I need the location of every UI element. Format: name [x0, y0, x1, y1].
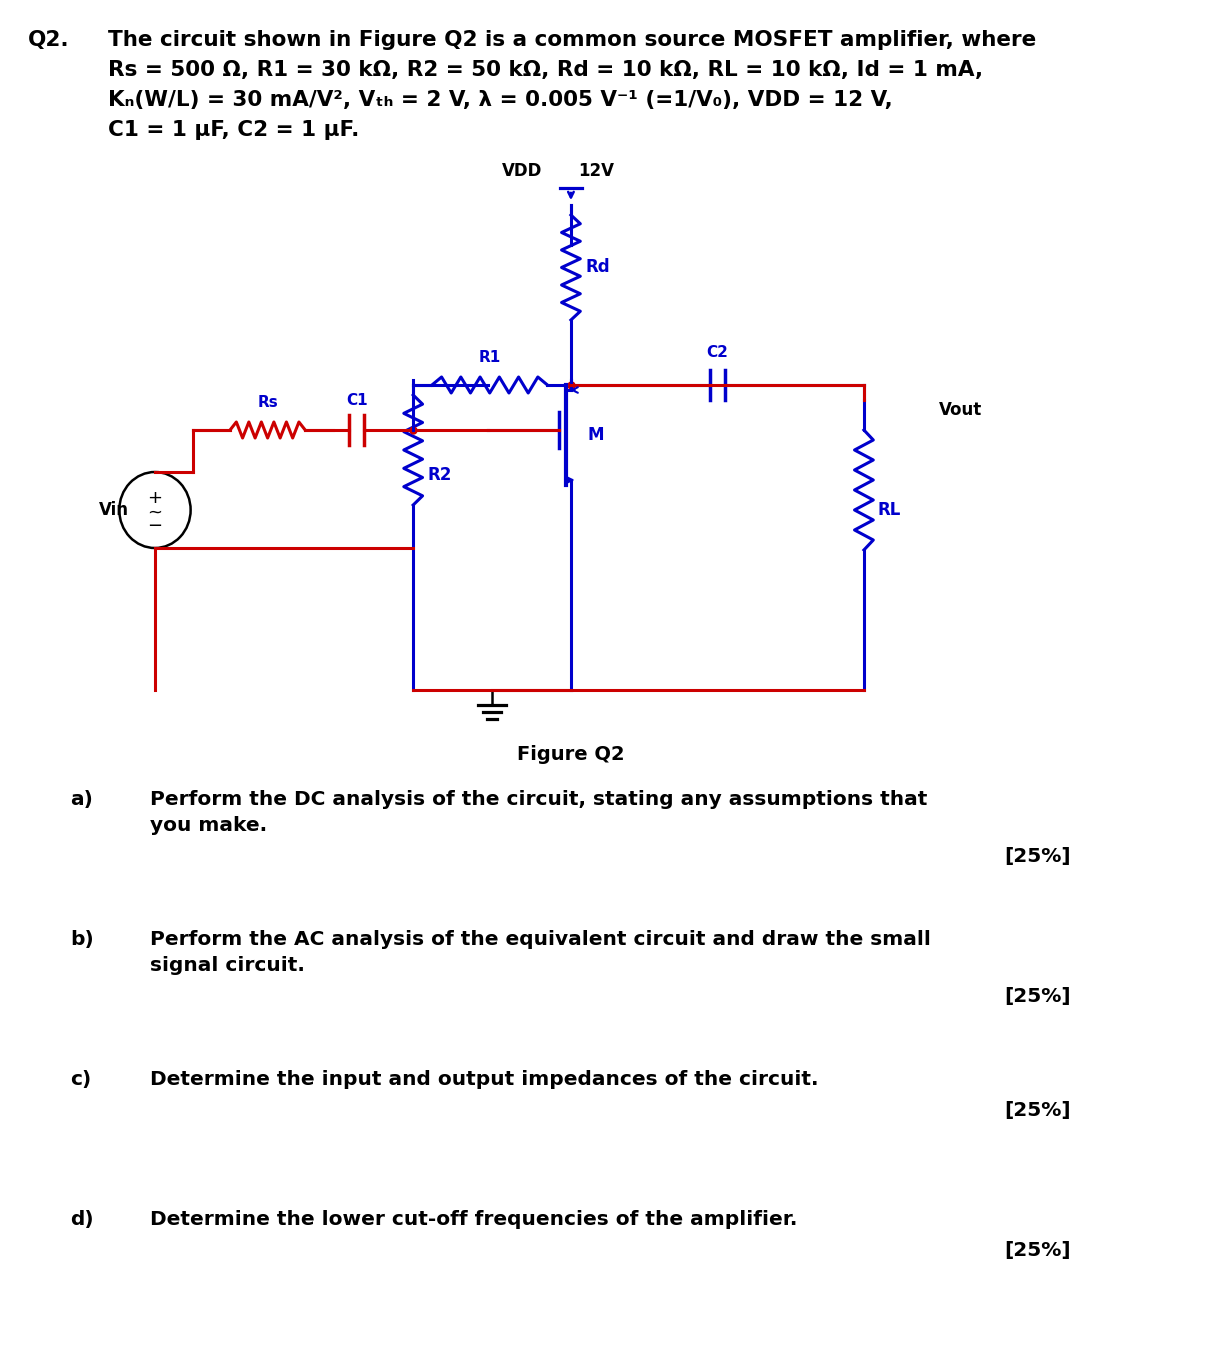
- Text: Perform the AC analysis of the equivalent circuit and draw the small: Perform the AC analysis of the equivalen…: [150, 930, 931, 949]
- Text: signal circuit.: signal circuit.: [150, 956, 305, 975]
- Text: Perform the DC analysis of the circuit, stating any assumptions that: Perform the DC analysis of the circuit, …: [150, 790, 927, 809]
- Text: b): b): [71, 930, 94, 949]
- Text: c): c): [71, 1071, 91, 1090]
- Text: The circuit shown in Figure Q2 is a common source MOSFET amplifier, where: The circuit shown in Figure Q2 is a comm…: [108, 30, 1036, 50]
- Text: Kₙ(W/L) = 30 mA/V², Vₜₕ = 2 V, λ = 0.005 V⁻¹ (=1/V₀), VDD = 12 V,: Kₙ(W/L) = 30 mA/V², Vₜₕ = 2 V, λ = 0.005…: [108, 90, 893, 110]
- Text: ~: ~: [147, 504, 162, 522]
- Text: C1 = 1 μF, C2 = 1 μF.: C1 = 1 μF, C2 = 1 μF.: [108, 120, 359, 140]
- Text: Vout: Vout: [940, 400, 982, 419]
- Text: d): d): [71, 1209, 94, 1229]
- Text: Rs = 500 Ω, R1 = 30 kΩ, R2 = 50 kΩ, Rd = 10 kΩ, RL = 10 kΩ, Id = 1 mA,: Rs = 500 Ω, R1 = 30 kΩ, R2 = 50 kΩ, Rd =…: [108, 60, 983, 80]
- Text: Figure Q2: Figure Q2: [517, 745, 624, 764]
- Text: C1: C1: [346, 394, 368, 409]
- Text: +: +: [147, 489, 162, 507]
- Text: R1: R1: [478, 350, 501, 365]
- Text: RL: RL: [877, 501, 902, 519]
- Text: −: −: [147, 518, 163, 535]
- Text: 12V: 12V: [578, 162, 615, 180]
- Text: M: M: [588, 426, 605, 444]
- Text: [25%]: [25%]: [1004, 1241, 1071, 1260]
- Text: you make.: you make.: [150, 816, 268, 835]
- Text: Determine the lower cut-off frequencies of the amplifier.: Determine the lower cut-off frequencies …: [150, 1209, 797, 1229]
- Text: a): a): [71, 790, 94, 809]
- Text: C2: C2: [707, 345, 728, 360]
- Text: [25%]: [25%]: [1004, 987, 1071, 1007]
- Text: Determine the input and output impedances of the circuit.: Determine the input and output impedance…: [150, 1071, 819, 1090]
- Text: Rd: Rd: [585, 259, 610, 276]
- Text: [25%]: [25%]: [1004, 1100, 1071, 1120]
- Text: Rs: Rs: [257, 395, 277, 410]
- Text: VDD: VDD: [503, 162, 543, 180]
- Text: R2: R2: [427, 466, 452, 484]
- Text: Q2.: Q2.: [28, 30, 69, 50]
- Text: [25%]: [25%]: [1004, 847, 1071, 866]
- Text: Vin: Vin: [99, 501, 129, 519]
